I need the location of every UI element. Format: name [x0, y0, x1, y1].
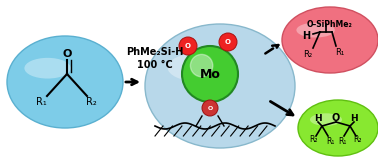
Circle shape [182, 46, 238, 102]
Ellipse shape [25, 58, 71, 79]
Text: H: H [350, 113, 358, 123]
Circle shape [191, 54, 213, 77]
Text: O: O [332, 113, 340, 123]
Text: O: O [185, 43, 191, 49]
Ellipse shape [7, 36, 123, 128]
Text: Mo: Mo [200, 68, 220, 80]
Text: PhMe₂Si-H: PhMe₂Si-H [126, 47, 184, 57]
Ellipse shape [310, 113, 342, 126]
Text: R₂: R₂ [304, 49, 313, 59]
Text: H: H [302, 31, 310, 41]
Circle shape [202, 100, 218, 116]
Ellipse shape [282, 7, 378, 73]
Ellipse shape [167, 53, 228, 81]
Text: R₁: R₁ [335, 48, 345, 56]
Text: 100 °C: 100 °C [137, 60, 173, 70]
Text: O: O [225, 39, 231, 45]
Text: O–SiPhMe₂: O–SiPhMe₂ [307, 20, 353, 28]
Text: R₁: R₁ [338, 137, 346, 147]
Text: R₁: R₁ [326, 137, 334, 147]
Text: R₂: R₂ [86, 97, 96, 107]
Ellipse shape [296, 23, 335, 38]
Circle shape [179, 37, 197, 55]
Text: O: O [208, 105, 212, 111]
Text: R₁: R₁ [36, 97, 46, 107]
Text: R₂: R₂ [354, 136, 362, 144]
Text: R₂: R₂ [310, 136, 318, 144]
Ellipse shape [298, 100, 378, 156]
Ellipse shape [145, 24, 295, 148]
Text: O: O [62, 49, 72, 59]
Circle shape [219, 33, 237, 51]
Text: H: H [314, 113, 322, 123]
